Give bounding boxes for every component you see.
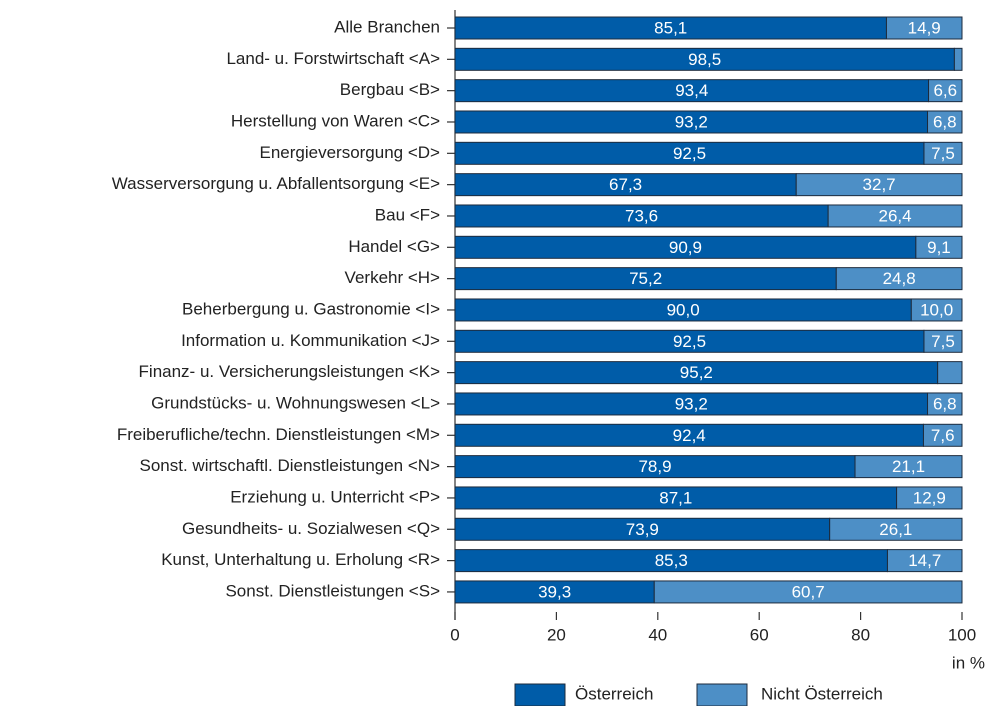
value-label: 7,5	[931, 332, 955, 351]
value-label: 39,3	[538, 582, 571, 601]
value-label: 75,2	[629, 269, 662, 288]
category-label: Beherbergung u. Gastronomie <I>	[182, 299, 440, 318]
value-label: 98,5	[688, 50, 721, 69]
value-label: 7,5	[931, 144, 955, 163]
bar-segment	[922, 423, 963, 447]
x-tick-label: 60	[750, 625, 769, 644]
value-label: 93,2	[675, 394, 708, 413]
bar-segment	[885, 16, 963, 40]
category-label: Bau <F>	[375, 205, 440, 224]
value-label: 6,8	[933, 112, 957, 131]
value-label: 6,6	[933, 81, 957, 100]
x-tick-label: 40	[648, 625, 667, 644]
value-label: 73,6	[625, 206, 658, 225]
bar-segment	[854, 455, 963, 479]
value-label: 92,5	[673, 144, 706, 163]
bar-segment	[896, 486, 963, 510]
value-label: 90,9	[669, 238, 702, 257]
value-label: 60,7	[792, 582, 825, 601]
bar-segment	[953, 47, 963, 71]
value-label: 87,1	[659, 488, 692, 507]
bar-segment	[923, 141, 963, 165]
legend-swatch	[696, 683, 748, 706]
bar-segment	[937, 361, 963, 385]
value-label: 73,9	[626, 520, 659, 539]
x-tick-label: 0	[450, 625, 459, 644]
legend-swatch	[514, 683, 566, 706]
category-label: Handel <G>	[348, 237, 440, 256]
value-label: 14,7	[908, 551, 941, 570]
bar-segment	[927, 110, 963, 134]
category-label: Kunst, Unterhaltung u. Erholung <R>	[161, 550, 440, 569]
bar-segment	[927, 392, 963, 416]
category-label: Land- u. Forstwirtschaft <A>	[226, 49, 440, 68]
value-label: 85,1	[654, 18, 687, 37]
value-label: 26,1	[879, 520, 912, 539]
value-label: 9,1	[927, 238, 951, 257]
legend-label: Nicht Österreich	[761, 684, 883, 703]
category-label: Bergbau <B>	[340, 80, 440, 99]
x-axis-label: in %	[952, 653, 985, 672]
bar-segment	[829, 517, 963, 541]
bar-segment	[795, 173, 963, 197]
value-label: 93,4	[675, 81, 708, 100]
bar-segment	[827, 204, 963, 228]
value-label: 14,9	[908, 18, 941, 37]
bar-segment	[835, 267, 963, 291]
bar-segment	[653, 580, 963, 604]
value-label: 85,3	[655, 551, 688, 570]
category-label: Grundstücks- u. Wohnungswesen <L>	[151, 393, 440, 412]
value-label: 67,3	[609, 175, 642, 194]
value-label: 26,4	[879, 206, 912, 225]
value-label: 92,5	[673, 332, 706, 351]
category-label: Gesundheits- u. Sozialwesen <Q>	[182, 519, 440, 538]
category-label: Wasserversorgung u. Abfallentsorgung <E>	[112, 174, 440, 193]
value-label: 95,2	[680, 363, 713, 382]
category-label: Sonst. wirtschaftl. Dienstleistungen <N>	[140, 456, 441, 475]
category-label: Verkehr <H>	[345, 268, 441, 287]
bar-segment	[910, 298, 963, 322]
x-tick-label: 100	[948, 625, 976, 644]
x-tick-label: 20	[547, 625, 566, 644]
value-label: 92,4	[673, 426, 706, 445]
bar-segment	[886, 549, 963, 573]
category-label: Freiberufliche/techn. Dienstleistungen <…	[117, 425, 440, 444]
value-label: 10,0	[920, 300, 953, 319]
value-label: 7,6	[931, 426, 955, 445]
category-label: Information u. Kommunikation <J>	[181, 331, 440, 350]
value-label: 21,1	[892, 457, 925, 476]
category-label: Herstellung von Waren <C>	[231, 111, 440, 130]
value-label: 93,2	[675, 112, 708, 131]
value-label: 32,7	[863, 175, 896, 194]
bar-segment	[928, 79, 963, 103]
bar-segment	[923, 329, 963, 353]
value-label: 90,0	[667, 300, 700, 319]
value-label: 12,9	[913, 488, 946, 507]
value-label: 6,8	[933, 394, 957, 413]
category-label: Erziehung u. Unterricht <P>	[230, 487, 440, 506]
x-tick-label: 80	[851, 625, 870, 644]
bar-segment	[915, 235, 963, 259]
category-label: Sonst. Dienstleistungen <S>	[225, 581, 440, 600]
category-label: Alle Branchen	[334, 17, 440, 36]
legend-label: Österreich	[575, 684, 653, 703]
value-label: 78,9	[638, 457, 671, 476]
value-label: 24,8	[883, 269, 916, 288]
category-label: Energieversorgung <D>	[259, 143, 440, 162]
category-label: Finanz- u. Versicherungsleistungen <K>	[139, 362, 441, 381]
